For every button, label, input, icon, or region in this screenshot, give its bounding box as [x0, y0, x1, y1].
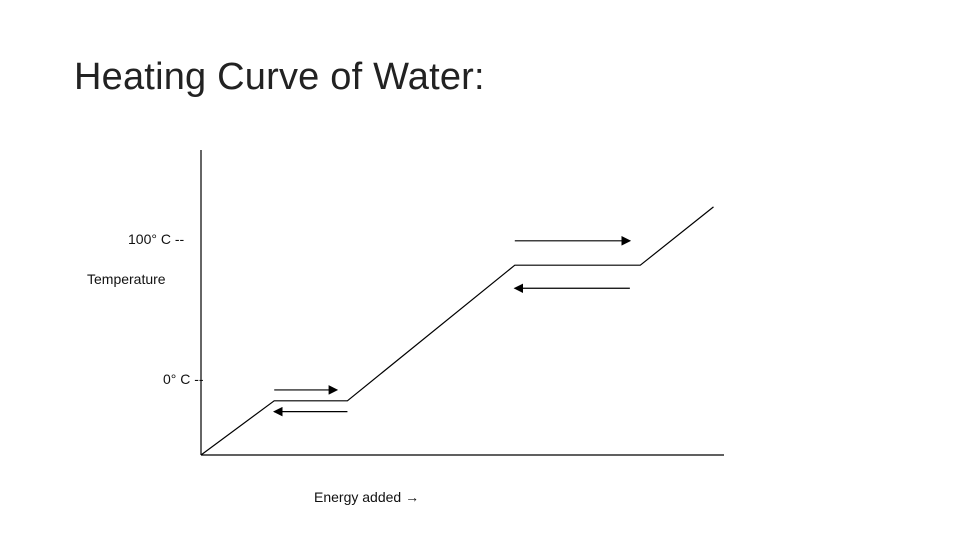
y-tick-0: 0° C -- [163, 371, 204, 387]
y-tick-100: 100° C -- [128, 231, 185, 247]
x-axis-label: Energy added → [314, 489, 420, 505]
slide-title: Heating Curve of Water: [74, 56, 485, 98]
heating-curve-line [200, 206, 714, 456]
y-axis-label: Temperature [87, 271, 166, 287]
